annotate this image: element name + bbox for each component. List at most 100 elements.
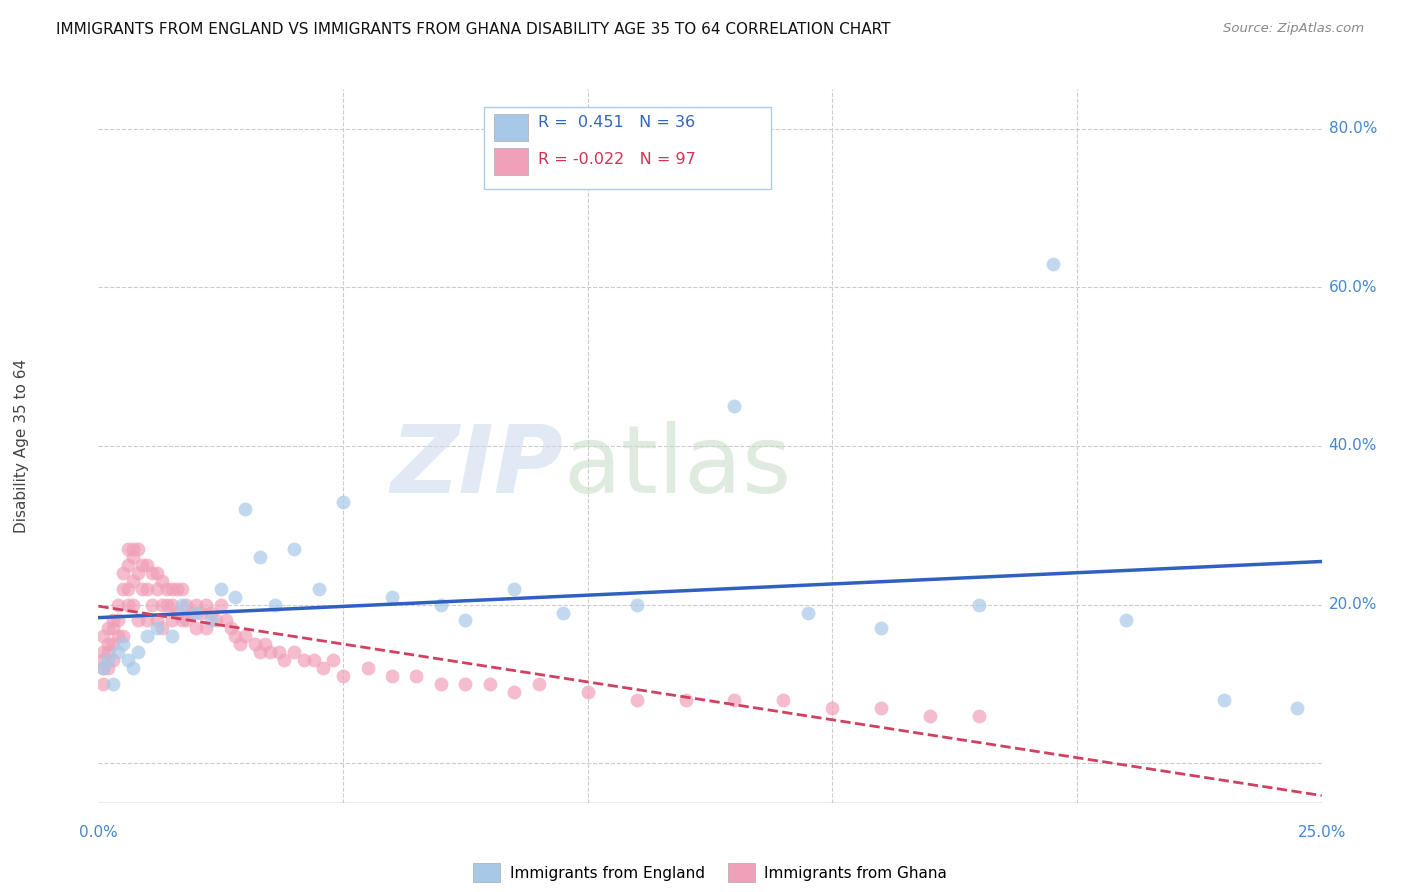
- Text: 40.0%: 40.0%: [1329, 439, 1376, 453]
- Point: [454, 677, 477, 691]
- Point: [121, 598, 143, 612]
- Point: [503, 582, 526, 596]
- Point: [156, 598, 179, 612]
- Point: [127, 614, 149, 628]
- Point: [146, 614, 169, 628]
- Point: [111, 582, 134, 596]
- Point: [219, 621, 242, 635]
- Point: [107, 614, 129, 628]
- Point: [381, 669, 404, 683]
- Point: [127, 566, 149, 580]
- Point: [269, 645, 291, 659]
- Point: [131, 582, 153, 596]
- Point: [107, 598, 129, 612]
- Text: 60.0%: 60.0%: [1329, 280, 1376, 295]
- Point: [141, 598, 163, 612]
- Point: [166, 582, 188, 596]
- Point: [283, 542, 305, 557]
- Point: [675, 692, 697, 706]
- Point: [723, 692, 745, 706]
- Point: [170, 582, 193, 596]
- Point: [146, 621, 169, 635]
- Point: [273, 653, 295, 667]
- Point: [249, 645, 271, 659]
- Point: [478, 677, 501, 691]
- Point: [91, 661, 114, 675]
- Point: [97, 637, 120, 651]
- Point: [312, 661, 335, 675]
- Point: [121, 661, 143, 675]
- Point: [626, 692, 648, 706]
- Point: [117, 558, 139, 572]
- Point: [101, 637, 124, 651]
- Text: 0.0%: 0.0%: [79, 825, 118, 840]
- Point: [224, 590, 246, 604]
- Point: [454, 614, 477, 628]
- Point: [527, 677, 550, 691]
- Point: [136, 558, 159, 572]
- Point: [150, 621, 173, 635]
- Point: [101, 653, 124, 667]
- Point: [381, 590, 404, 604]
- Point: [302, 653, 325, 667]
- Point: [322, 653, 344, 667]
- Point: [233, 502, 256, 516]
- Point: [117, 582, 139, 596]
- Point: [967, 708, 990, 723]
- Point: [97, 621, 120, 635]
- Point: [283, 645, 305, 659]
- Point: [156, 582, 179, 596]
- Point: [503, 685, 526, 699]
- Point: [101, 614, 124, 628]
- Point: [170, 614, 193, 628]
- Point: [243, 637, 266, 651]
- Point: [553, 606, 575, 620]
- Point: [97, 645, 120, 659]
- Legend: Immigrants from England, Immigrants from Ghana: Immigrants from England, Immigrants from…: [467, 857, 953, 888]
- Point: [91, 677, 114, 691]
- Point: [1115, 614, 1137, 628]
- Point: [111, 629, 134, 643]
- Point: [186, 598, 208, 612]
- Point: [111, 566, 134, 580]
- Point: [150, 574, 173, 588]
- Point: [160, 598, 183, 612]
- Point: [195, 621, 218, 635]
- Point: [150, 598, 173, 612]
- Point: [180, 606, 202, 620]
- Point: [870, 700, 893, 714]
- Text: IMMIGRANTS FROM ENGLAND VS IMMIGRANTS FROM GHANA DISABILITY AGE 35 TO 64 CORRELA: IMMIGRANTS FROM ENGLAND VS IMMIGRANTS FR…: [56, 22, 891, 37]
- Point: [160, 614, 183, 628]
- Point: [136, 582, 159, 596]
- Point: [170, 598, 193, 612]
- Point: [1212, 692, 1234, 706]
- Point: [430, 677, 453, 691]
- Point: [229, 637, 252, 651]
- Text: Disability Age 35 to 64: Disability Age 35 to 64: [14, 359, 28, 533]
- Point: [797, 606, 820, 620]
- Point: [205, 614, 228, 628]
- Text: 20.0%: 20.0%: [1329, 597, 1376, 612]
- Point: [146, 582, 169, 596]
- Point: [209, 598, 232, 612]
- Point: [200, 606, 222, 620]
- Point: [430, 598, 453, 612]
- Text: 25.0%: 25.0%: [1298, 825, 1346, 840]
- Point: [117, 653, 139, 667]
- Point: [920, 708, 942, 723]
- Point: [263, 598, 285, 612]
- Point: [91, 661, 114, 675]
- Point: [131, 558, 153, 572]
- Point: [146, 566, 169, 580]
- Point: [127, 645, 149, 659]
- Bar: [494, 114, 527, 141]
- FancyBboxPatch shape: [484, 107, 772, 189]
- Point: [176, 598, 198, 612]
- Point: [253, 637, 276, 651]
- Point: [176, 614, 198, 628]
- Point: [308, 582, 330, 596]
- Point: [356, 661, 378, 675]
- Point: [121, 542, 143, 557]
- Point: [233, 629, 256, 643]
- Point: [91, 645, 114, 659]
